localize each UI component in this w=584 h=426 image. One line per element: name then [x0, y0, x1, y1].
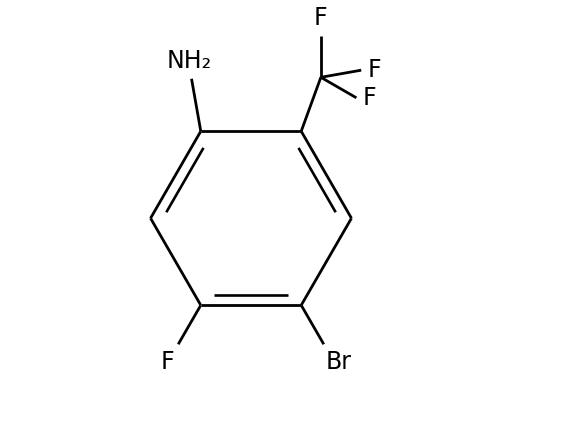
- Text: F: F: [363, 86, 376, 110]
- Text: F: F: [314, 6, 328, 30]
- Text: NH₂: NH₂: [167, 49, 212, 72]
- Text: Br: Br: [326, 351, 352, 374]
- Text: F: F: [367, 58, 381, 82]
- Text: F: F: [161, 351, 174, 374]
